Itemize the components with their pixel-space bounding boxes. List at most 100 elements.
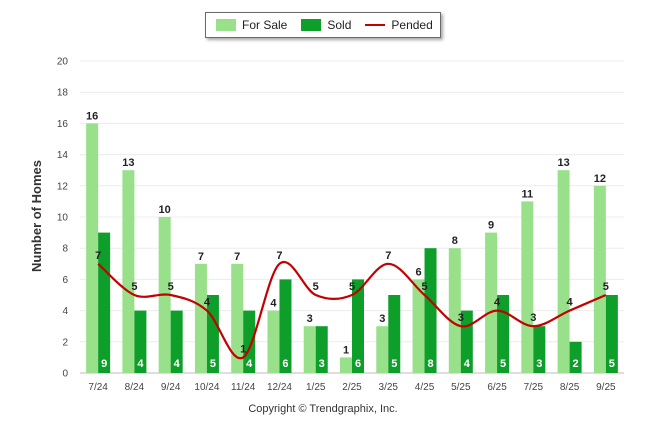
- x-tick-label: 8/25: [560, 382, 580, 393]
- y-axis-label: Number of Homes: [29, 160, 44, 272]
- y-tick-label: 18: [57, 88, 69, 99]
- bar-sold: [569, 341, 582, 373]
- y-tick-label: 14: [57, 150, 69, 161]
- legend-item-for-sale: For Sale: [216, 18, 287, 32]
- data-label-for-sale: 6: [415, 266, 421, 278]
- legend-item-pended: Pended: [365, 18, 433, 32]
- bar-sold: [315, 326, 328, 373]
- data-label-for-sale: 9: [488, 220, 494, 232]
- data-label-for-sale: 13: [557, 157, 569, 169]
- data-label-sold: 4: [464, 358, 471, 370]
- x-tick-label: 10/24: [194, 382, 219, 393]
- data-label-pended: 4: [494, 297, 501, 309]
- data-label-for-sale: 3: [307, 313, 313, 325]
- data-label-for-sale: 4: [270, 298, 277, 310]
- bar-sold: [605, 295, 618, 373]
- x-tick-label: 6/25: [487, 382, 507, 393]
- x-tick-label: 12/24: [267, 382, 292, 393]
- y-tick-label: 2: [62, 337, 68, 348]
- chart-legend: For Sale Sold Pended: [205, 12, 441, 38]
- legend-label-sold: Sold: [327, 18, 352, 32]
- data-label-pended: 4: [567, 297, 574, 309]
- legend-swatch-for-sale: [216, 19, 236, 31]
- bar-sold: [170, 310, 183, 373]
- data-label-pended: 5: [603, 281, 609, 293]
- bars-layer: [86, 123, 618, 374]
- data-label-pended: 5: [313, 281, 319, 293]
- data-label-pended: 1: [240, 343, 246, 355]
- data-label-for-sale: 11: [522, 188, 534, 200]
- data-label-sold: 6: [355, 358, 361, 370]
- bar-for-sale: [340, 357, 352, 373]
- data-label-pended: 5: [349, 281, 355, 293]
- bar-for-sale: [122, 170, 135, 373]
- x-tick-label: 9/24: [161, 382, 181, 393]
- x-axis-ticks: 7/24 8/24 9/24 10/24 11/24 12/24 1/25 2/25 3/25 4…: [88, 382, 616, 393]
- data-label-pended: 7: [95, 250, 101, 262]
- x-tick-label: 7/25: [524, 382, 544, 393]
- bar-for-sale: [86, 123, 99, 374]
- data-label-for-sale: 16: [86, 110, 98, 122]
- legend-swatch-pended: [365, 24, 386, 26]
- data-label-sold: 4: [246, 358, 253, 370]
- pended-line-layer: [97, 260, 607, 360]
- data-label-pended: 3: [530, 312, 536, 324]
- data-label-sold: 3: [536, 358, 542, 370]
- data-label-sold: 5: [609, 358, 615, 370]
- data-label-pended: 5: [168, 281, 174, 293]
- x-tick-label: 4/25: [415, 382, 435, 393]
- bar-for-sale: [521, 201, 534, 373]
- bar-for-sale: [376, 326, 389, 373]
- copyright-text: Copyright © Trendgraphix, Inc.: [248, 403, 398, 415]
- pended-line: [97, 260, 607, 360]
- x-tick-label: 8/24: [125, 382, 145, 393]
- y-tick-label: 16: [57, 119, 69, 130]
- y-tick-label: 8: [62, 244, 68, 255]
- data-label-for-sale: 1: [343, 344, 349, 356]
- bar-for-sale: [412, 279, 425, 373]
- x-tick-label: 1/25: [306, 382, 326, 393]
- legend-swatch-sold: [301, 19, 322, 31]
- data-label-for-sale: 12: [594, 173, 606, 185]
- data-label-sold: 4: [137, 358, 144, 370]
- bar-for-sale: [448, 248, 461, 373]
- bar-sold: [134, 310, 147, 373]
- bar-for-sale: [593, 185, 606, 373]
- data-label-sold: 5: [391, 358, 397, 370]
- bar-for-sale: [485, 232, 498, 373]
- legend-item-sold: Sold: [301, 18, 351, 32]
- x-tick-label: 2/25: [342, 382, 362, 393]
- y-tick-label: 10: [57, 213, 69, 224]
- x-tick-label: 3/25: [379, 382, 399, 393]
- bar-sold: [352, 279, 364, 373]
- data-label-for-sale: 10: [159, 204, 171, 216]
- data-label-sold: 6: [282, 358, 288, 370]
- data-label-pended: 7: [276, 250, 282, 262]
- bar-sold: [243, 310, 256, 373]
- bar-for-sale: [231, 263, 244, 373]
- y-axis-ticks: 0 2 4 6 8 10 12 14 16 18 20: [57, 57, 69, 380]
- y-tick-label: 0: [62, 369, 68, 380]
- data-label-sold: 5: [210, 358, 216, 370]
- bar-for-sale: [194, 263, 207, 373]
- data-label-sold: 8: [427, 358, 433, 370]
- data-label-pended: 5: [421, 281, 427, 293]
- bar-for-sale: [267, 310, 280, 373]
- bar-sold: [533, 326, 546, 373]
- data-label-for-sale: 3: [379, 313, 385, 325]
- data-label-sold: 9: [101, 358, 107, 370]
- data-label-pended: 3: [458, 312, 464, 324]
- data-label-pended: 4: [204, 297, 211, 309]
- bar-sold: [497, 295, 510, 373]
- y-tick-label: 4: [62, 306, 68, 317]
- bar-for-sale: [303, 326, 316, 373]
- bar-for-sale: [557, 170, 570, 373]
- x-tick-label: 9/25: [596, 382, 616, 393]
- data-label-for-sale: 7: [234, 251, 240, 263]
- bar-sold: [388, 295, 401, 373]
- data-label-for-sale: 13: [122, 157, 134, 169]
- data-label-for-sale: 7: [198, 251, 204, 263]
- y-tick-label: 20: [57, 57, 69, 68]
